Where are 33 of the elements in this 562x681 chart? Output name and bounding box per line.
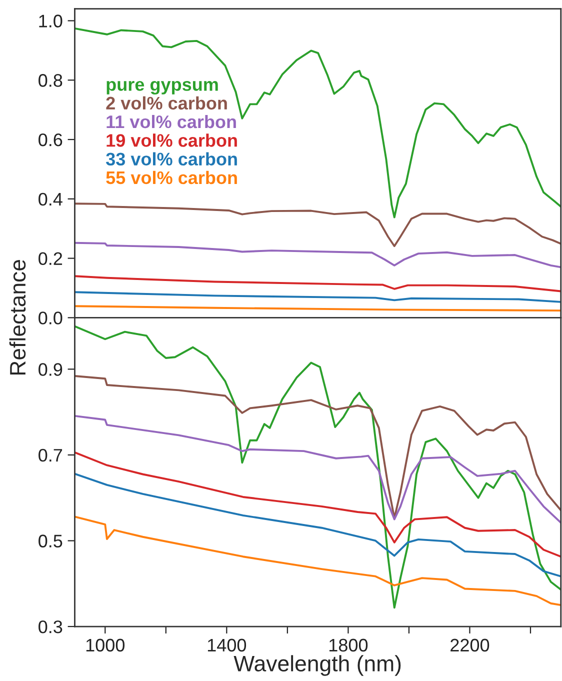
y-tick-label: 1.0: [39, 14, 62, 28]
y-tick-label: 0.6: [38, 133, 62, 146]
y-tick-label: 0.4: [38, 192, 62, 206]
y-tick-label: 0.0: [38, 312, 62, 324]
x-axis-title: Wavelength (nm): [234, 655, 401, 676]
line-series: [74, 27, 561, 218]
x-tick-label: 2200: [450, 638, 490, 652]
y-tick-label: 0.3: [38, 620, 62, 634]
y-tick-label: 0.9: [38, 363, 62, 376]
line-series: [74, 202, 561, 248]
line-series: [74, 451, 561, 558]
line-series: [74, 275, 561, 292]
line-series: [74, 325, 561, 609]
series-label: pure gypsum: [106, 80, 218, 95]
line-series: [74, 375, 561, 519]
text: 2 vol% carbon: [106, 96, 227, 110]
line-series: [74, 472, 561, 578]
y-tick-label: 0.7: [38, 448, 62, 462]
x-tick-label: 1400: [208, 638, 246, 652]
y-tick-label: 0.8: [38, 74, 62, 87]
text: 55 vol% carbon: [106, 170, 237, 184]
y-tick-label: 0.2: [38, 252, 62, 266]
line-series: [74, 414, 561, 524]
text: 33 vol% carbon: [106, 152, 237, 166]
line-series: [74, 516, 561, 606]
x-tick-label: 1000: [86, 638, 125, 652]
y-tick-label: 0.5: [38, 534, 62, 548]
y-axis-title: Reflectance: [9, 260, 26, 375]
x-tick-label: 1800: [329, 638, 368, 652]
text: 19 vol% carbon: [106, 134, 237, 147]
line-series: [74, 291, 561, 303]
text: 11 vol% carbon: [106, 114, 236, 128]
line-series: [74, 242, 561, 268]
